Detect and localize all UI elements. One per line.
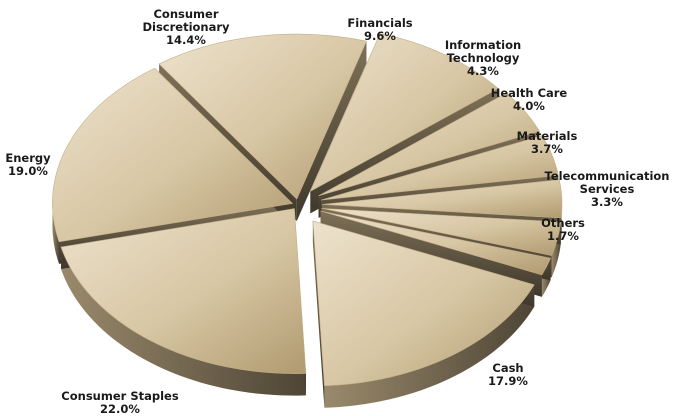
slice-financials	[309, 33, 499, 193]
slice-tops	[52, 33, 563, 387]
slice-label-consumer-staples: Consumer Staples 22.0%	[61, 389, 179, 416]
slice-cash	[312, 220, 535, 387]
slice-label-consumer-discretionary: Consumer Discretionary 14.4%	[142, 7, 230, 47]
slice-consumer-staples	[60, 208, 307, 374]
slice-telecommunication-services	[321, 208, 562, 256]
slice-label-others: Others 1.7%	[541, 216, 585, 243]
slice-label-telecommunication-services: Telecommunication Services 3.3%	[545, 169, 670, 209]
slice-side-cash	[324, 284, 535, 408]
slice-information-technology	[318, 92, 540, 197]
slice-wall-consumer-discretionary-1	[296, 41, 367, 222]
slice-side-consumer-staples	[60, 247, 306, 396]
slice-health-care	[321, 135, 559, 201]
slice-others	[320, 210, 551, 276]
slice-consumer-discretionary	[158, 33, 367, 200]
slice-label-energy: Energy 19.0%	[5, 151, 51, 178]
slice-energy	[52, 67, 294, 243]
slice-label-cash: Cash 17.9%	[488, 361, 528, 388]
slice-labels: Consumer Discretionary 14.4% Financials 9.6%…	[5, 7, 669, 416]
slice-wall-cash-1	[312, 220, 325, 408]
slice-label-financials: Financials 9.6%	[347, 16, 412, 43]
slice-label-information-technology: Information Technology 4.3%	[445, 38, 521, 78]
slice-materials	[321, 179, 563, 219]
slice-label-health-care: Health Care 4.0%	[491, 86, 568, 113]
slice-label-materials: Materials 3.7%	[517, 129, 578, 156]
